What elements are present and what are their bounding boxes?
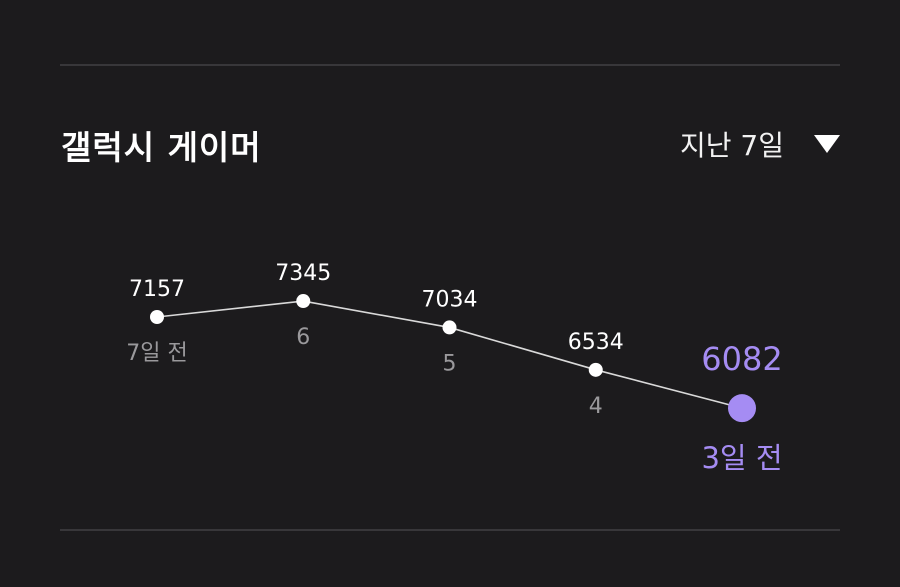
top-divider bbox=[60, 64, 840, 66]
day-label: 7일 전 bbox=[126, 341, 187, 366]
period-label: 지난 7일 bbox=[680, 129, 784, 162]
data-point[interactable] bbox=[588, 362, 603, 377]
data-point[interactable] bbox=[728, 394, 756, 423]
period-selector[interactable]: 지난 7일 bbox=[680, 124, 840, 164]
value-label: 7157 bbox=[129, 277, 185, 302]
value-label: 7345 bbox=[275, 261, 331, 286]
bottom-divider bbox=[60, 529, 840, 531]
data-point[interactable] bbox=[442, 320, 457, 335]
day-label: 5 bbox=[443, 351, 457, 376]
card-title: 갤럭시 게이머 bbox=[61, 128, 262, 167]
day-label: 3일 전 bbox=[701, 441, 782, 475]
caret-down-icon bbox=[814, 135, 840, 153]
day-label: 6 bbox=[296, 325, 310, 350]
value-label: 6082 bbox=[701, 340, 782, 378]
data-point[interactable] bbox=[150, 309, 164, 324]
value-label: 6534 bbox=[568, 330, 624, 355]
data-point[interactable] bbox=[296, 294, 311, 309]
day-label: 4 bbox=[589, 394, 603, 419]
value-label: 7034 bbox=[422, 287, 478, 312]
